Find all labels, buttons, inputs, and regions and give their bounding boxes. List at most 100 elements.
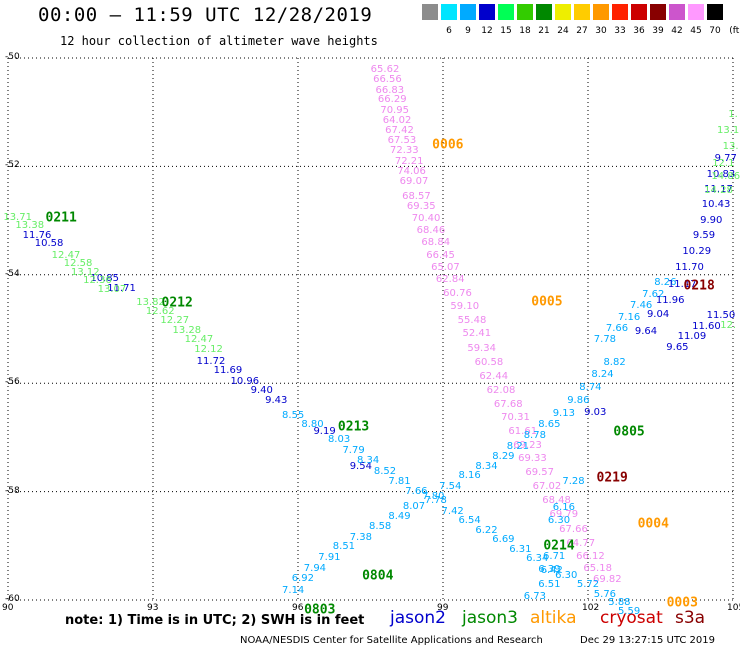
wave-height-value: 9.90 bbox=[700, 214, 723, 226]
wave-height-value: 6.69 bbox=[492, 534, 515, 546]
pass-label: 0218 bbox=[683, 278, 715, 294]
wave-height-value: 67.68 bbox=[493, 398, 523, 410]
wave-height-value: 8.51 bbox=[332, 540, 356, 552]
wave-height-value: 9.19 bbox=[313, 425, 336, 437]
wave-height-value: 5.59 bbox=[617, 605, 641, 617]
wave-height-value: 67.66 bbox=[559, 523, 588, 535]
wave-height-value: 67.42 bbox=[385, 125, 414, 137]
wave-height-value: 67.02 bbox=[532, 481, 562, 493]
wave-height-value: 12.1 bbox=[712, 157, 735, 169]
wave-height-value: 7.54 bbox=[439, 481, 462, 493]
wave-height-value: 61.61 bbox=[508, 425, 538, 437]
wave-height-value: 65.07 bbox=[431, 261, 460, 273]
legend-swatch bbox=[441, 4, 457, 20]
satellite-name: cryosat bbox=[600, 608, 663, 628]
wave-height-value: 7.91 bbox=[318, 551, 341, 563]
legend-unit: (ft) bbox=[729, 26, 740, 36]
wave-height-value: 11.50 bbox=[706, 309, 736, 321]
legend-label: 24 bbox=[557, 26, 569, 36]
wave-height-value: 66.56 bbox=[373, 74, 402, 86]
legend-swatch bbox=[688, 4, 704, 20]
footer-note: note: 1) Time is in UTC; 2) SWH is in fe… bbox=[65, 613, 365, 628]
wave-height-value: 11.72 bbox=[196, 355, 226, 367]
wave-height-value: 8.03 bbox=[327, 434, 351, 446]
wave-height-value: 8.07 bbox=[402, 500, 426, 512]
legend-label: 42 bbox=[671, 26, 683, 36]
x-tick-label: 105 bbox=[727, 603, 740, 613]
wave-height-value: 70.95 bbox=[380, 104, 409, 116]
legend-label: 12 bbox=[481, 26, 493, 36]
wave-height-value: 7.94 bbox=[303, 562, 327, 574]
wave-height-value: 68.46 bbox=[416, 225, 446, 237]
wave-height-value: 6.30 bbox=[555, 570, 578, 582]
wave-height-value: 55.48 bbox=[457, 314, 487, 326]
y-tick-label: -50 bbox=[5, 52, 20, 62]
wave-height-value: 8.34 bbox=[356, 455, 380, 467]
wave-height-value: 7.38 bbox=[349, 531, 372, 543]
wave-height-value: 9.54 bbox=[349, 461, 372, 473]
wave-height-value: 8.65 bbox=[538, 419, 561, 431]
wave-height-value: 11.60 bbox=[692, 320, 721, 332]
wave-height-value: 67.53 bbox=[387, 134, 417, 146]
wave-height-value: 9.86 bbox=[567, 394, 590, 406]
wave-height-value: 11.71 bbox=[107, 283, 136, 295]
wave-height-value: 11.96 bbox=[655, 294, 685, 306]
wave-height-value: 69.79 bbox=[549, 509, 579, 521]
wave-height-value: 10.43 bbox=[701, 199, 731, 211]
wave-height-value: 8.21 bbox=[506, 441, 530, 453]
wave-height-value: 9.43 bbox=[265, 395, 288, 407]
wave-height-value: 6.73 bbox=[523, 591, 546, 603]
wave-height-value: 59.34 bbox=[467, 342, 496, 354]
x-tick-label: 90 bbox=[2, 603, 14, 613]
y-tick-label: -52 bbox=[5, 160, 20, 171]
wave-height-value: 12. bbox=[720, 320, 737, 332]
wave-height-value: 8.80 bbox=[301, 419, 324, 431]
pass-label: 0219 bbox=[596, 470, 628, 486]
wave-height-value: 7.79 bbox=[342, 444, 365, 456]
legend-label: 30 bbox=[595, 26, 607, 36]
legend-swatch bbox=[460, 4, 476, 20]
wave-height-value: 7.81 bbox=[388, 475, 411, 487]
wave-height-value: 10.29 bbox=[682, 246, 712, 258]
wave-height-value: 6.16 bbox=[552, 501, 575, 513]
wave-height-value: 69.35 bbox=[406, 201, 436, 213]
wave-height-value: 13.82 bbox=[136, 296, 165, 308]
y-tick-label: -56 bbox=[5, 377, 20, 388]
page-subtitle: 12 hour collection of altimeter wave hei… bbox=[60, 34, 378, 48]
wave-height-value: 64.02 bbox=[382, 114, 412, 126]
legend-swatch bbox=[707, 4, 723, 20]
wave-height-value: 11.17 bbox=[704, 184, 733, 196]
wave-height-value: 8.55 bbox=[282, 409, 305, 421]
legend-label: 27 bbox=[576, 26, 588, 36]
wave-height-value: 5.88 bbox=[608, 596, 631, 608]
legend-swatch bbox=[650, 4, 666, 20]
legend-label: 9 bbox=[465, 26, 471, 36]
wave-height-value: 69.23 bbox=[513, 439, 542, 451]
legend-swatch bbox=[422, 4, 438, 20]
wave-height-value: 8.52 bbox=[373, 465, 397, 477]
wave-height-value: 8.74 bbox=[579, 381, 602, 393]
wave-height-value: 11.76 bbox=[22, 229, 52, 241]
legend-label: 45 bbox=[690, 26, 702, 36]
wave-height-value: 9.13 bbox=[552, 408, 575, 420]
satellite-name: s3a bbox=[675, 608, 706, 628]
legend-label: 21 bbox=[538, 26, 550, 36]
satellite-name: jason2 bbox=[390, 608, 446, 628]
wave-height-value: 7.14 bbox=[282, 585, 305, 597]
pass-label: 0211 bbox=[45, 210, 77, 226]
wave-height-value: 7.66 bbox=[605, 323, 629, 334]
wave-height-value: 12.36 bbox=[83, 275, 112, 287]
wave-height-value: 7.78 bbox=[593, 333, 617, 345]
wave-height-value: 66.29 bbox=[377, 94, 407, 106]
wave-height-value: 69.33 bbox=[518, 453, 547, 465]
wave-height-value: 10.83 bbox=[706, 168, 736, 180]
legend-swatch bbox=[593, 4, 609, 20]
legend-swatch bbox=[555, 4, 571, 20]
legend-swatch bbox=[536, 4, 552, 20]
pass-label: 0213 bbox=[337, 419, 370, 435]
wave-height-value: 8.16 bbox=[458, 470, 481, 482]
wave-height-value: 8.24 bbox=[591, 369, 614, 381]
wave-height-value: 12.62 bbox=[145, 305, 175, 317]
pass-label: 0214 bbox=[543, 538, 575, 554]
